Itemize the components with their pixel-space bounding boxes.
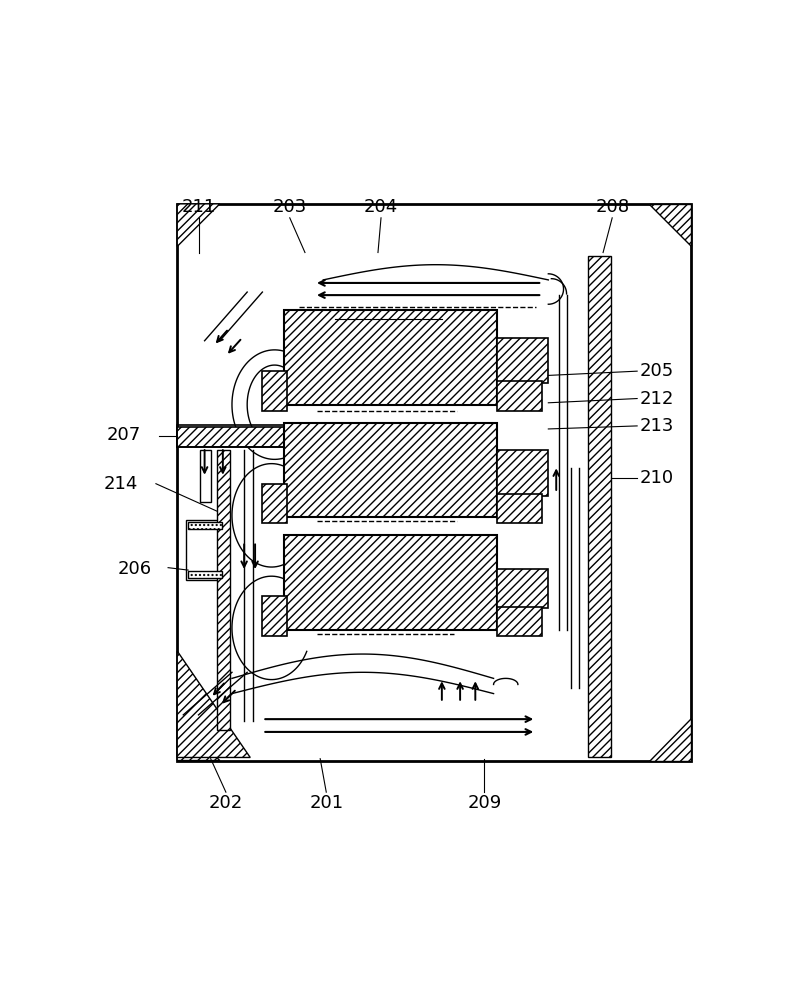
Bar (188, 522, 221, 529)
Bar (497, 381, 542, 411)
Bar (497, 607, 542, 636)
Text: 207: 207 (107, 426, 141, 444)
Bar (283, 423, 497, 517)
Bar (200, 450, 211, 502)
Text: 206: 206 (118, 560, 152, 578)
Text: 203: 203 (272, 198, 307, 216)
Polygon shape (648, 204, 692, 246)
Text: 211: 211 (181, 198, 216, 216)
Polygon shape (177, 651, 250, 757)
Bar (497, 494, 542, 523)
Bar (588, 256, 611, 757)
Text: 214: 214 (104, 475, 137, 493)
Bar (283, 310, 497, 405)
Polygon shape (648, 718, 692, 761)
Bar (497, 450, 548, 496)
Text: 204: 204 (364, 198, 398, 216)
Bar (177, 427, 305, 447)
Bar (188, 571, 221, 578)
Bar (262, 484, 287, 523)
Bar (497, 338, 548, 383)
Bar (177, 204, 692, 761)
Text: 209: 209 (467, 794, 502, 812)
Text: 201: 201 (309, 794, 343, 812)
Text: 212: 212 (640, 390, 674, 408)
Polygon shape (177, 204, 220, 246)
Polygon shape (177, 718, 220, 761)
Text: 202: 202 (209, 794, 243, 812)
Bar (262, 371, 287, 411)
Text: 205: 205 (640, 362, 674, 380)
Bar (497, 569, 548, 608)
Bar (186, 520, 224, 580)
Text: 210: 210 (640, 469, 674, 487)
Bar (262, 596, 287, 636)
Text: 213: 213 (640, 417, 674, 435)
Bar (217, 450, 230, 730)
Bar (177, 425, 305, 447)
Text: 208: 208 (595, 198, 630, 216)
Bar (283, 535, 497, 630)
